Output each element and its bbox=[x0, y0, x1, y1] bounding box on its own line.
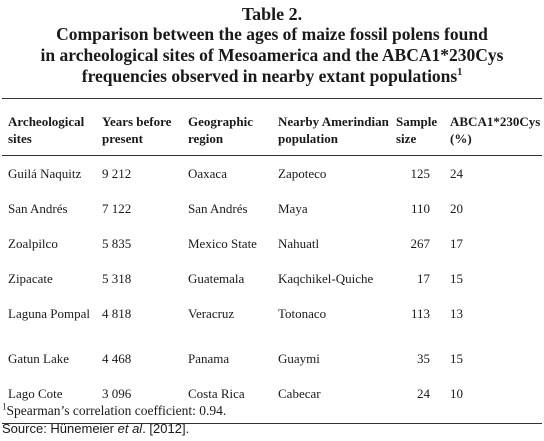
caption-footnote-marker: 1 bbox=[457, 67, 463, 79]
cell-frequency: 24 bbox=[450, 166, 463, 181]
cell-frequency: 20 bbox=[450, 201, 463, 216]
cell-frequency: 13 bbox=[450, 306, 463, 321]
table-row: Zoalpilco 5 835 Mexico State Nahuatl 267… bbox=[2, 230, 542, 265]
table-row: Laguna Pompal 4 818 Veracruz Totonaco 11… bbox=[2, 300, 542, 345]
cell-frequency: 10 bbox=[450, 386, 463, 401]
cell-years: 4 818 bbox=[102, 306, 132, 321]
table-row: Gatun Lake 4 468 Panama Guaymi 35 15 bbox=[2, 345, 542, 380]
cell-population: Totonaco bbox=[278, 306, 327, 321]
header-sample-size: Sample size bbox=[396, 114, 438, 146]
cell-years: 9 212 bbox=[102, 166, 132, 181]
cell-region: San Andrés bbox=[188, 201, 248, 216]
cell-population: Guaymi bbox=[278, 351, 320, 366]
cell-region: Guatemala bbox=[188, 271, 245, 286]
cell-region: Veracruz bbox=[188, 306, 235, 321]
cell-sample-size: 35 bbox=[417, 351, 430, 366]
table-label: Table 2. bbox=[241, 4, 303, 24]
table-caption-line-2: in archeological sites of Mesoamerica an… bbox=[40, 45, 504, 65]
cell-sample-size: 125 bbox=[410, 166, 431, 181]
source-suffix: . [2012]. bbox=[142, 421, 190, 436]
cell-years: 5 835 bbox=[102, 236, 132, 251]
cell-frequency: 15 bbox=[450, 271, 463, 286]
table-body: Guilá Naquitz 9 212 Oaxaca Zapoteco 125 … bbox=[2, 156, 542, 424]
footnote-marker: 1 bbox=[2, 401, 7, 412]
cell-sample-size: 110 bbox=[410, 201, 430, 216]
cell-population: Zapoteco bbox=[278, 166, 327, 181]
cell-site: Gatun Lake bbox=[8, 351, 70, 366]
source-prefix: Source: Hünemeier bbox=[2, 421, 118, 436]
table-caption-line-3: frequencies observed in nearby extant po… bbox=[0, 66, 544, 87]
source-line: Source: Hünemeier et al. [2012]. bbox=[2, 420, 226, 438]
cell-region: Costa Rica bbox=[188, 386, 245, 401]
cell-sample-size: 24 bbox=[417, 386, 430, 401]
footnote-text: Spearman’s correlation coefficient: 0.94… bbox=[6, 403, 227, 418]
cell-site: Zoalpilco bbox=[8, 236, 58, 251]
table-row: Lago Cote 3 096 Costa Rica Cabecar 24 10 bbox=[2, 380, 542, 424]
table-row: San Andrés 7 122 San Andrés Maya 110 20 bbox=[2, 195, 542, 230]
cell-frequency: 15 bbox=[450, 351, 463, 366]
table-header: Archeological sites Years before present… bbox=[2, 98, 542, 156]
cell-years: 5 318 bbox=[102, 271, 132, 286]
table-footnotes: 1Spearman’s correlation coefficient: 0.9… bbox=[2, 402, 226, 438]
cell-site: Zipacate bbox=[8, 271, 53, 286]
cell-region: Oaxaca bbox=[188, 166, 227, 181]
cell-years: 4 468 bbox=[102, 351, 132, 366]
header-nearby-population: Nearby Amerindian population bbox=[278, 114, 389, 146]
cell-sample-size: 267 bbox=[410, 236, 431, 251]
header-archeological-sites: Archeological sites bbox=[8, 114, 85, 146]
table-row: Zipacate 5 318 Guatemala Kaqchikel-Quich… bbox=[2, 265, 542, 300]
header-row: Archeological sites Years before present… bbox=[2, 98, 542, 156]
cell-sample-size: 113 bbox=[410, 306, 430, 321]
cell-region: Panama bbox=[188, 351, 230, 366]
table-caption-line-1: Comparison between the ages of maize fos… bbox=[56, 24, 488, 44]
cell-site: San Andrés bbox=[8, 201, 68, 216]
header-years-before-present: Years before present bbox=[102, 114, 172, 146]
table-row: Guilá Naquitz 9 212 Oaxaca Zapoteco 125 … bbox=[2, 156, 542, 196]
cell-population: Cabecar bbox=[278, 386, 321, 401]
cell-population: Nahuatl bbox=[278, 236, 320, 251]
data-table: Archeological sites Years before present… bbox=[2, 98, 542, 424]
cell-frequency: 17 bbox=[450, 236, 463, 251]
cell-site: Lago Cote bbox=[8, 386, 63, 401]
cell-sample-size: 17 bbox=[417, 271, 430, 286]
cell-region: Mexico State bbox=[188, 236, 257, 251]
cell-site: Laguna Pompal bbox=[8, 306, 90, 321]
header-geographic-region: Geographic region bbox=[188, 114, 253, 146]
header-abca1-frequency: ABCA1*230Cys (%) bbox=[450, 114, 541, 146]
cell-years: 3 096 bbox=[102, 386, 132, 401]
cell-years: 7 122 bbox=[102, 201, 132, 216]
footnote-correlation: 1Spearman’s correlation coefficient: 0.9… bbox=[2, 402, 226, 420]
caption-line-3-text: frequencies observed in nearby extant po… bbox=[81, 66, 458, 86]
cell-population: Maya bbox=[278, 201, 308, 216]
cell-population: Kaqchikel-Quiche bbox=[278, 271, 374, 286]
cell-site: Guilá Naquitz bbox=[8, 166, 82, 181]
table-title-block: Table 2. Comparison between the ages of … bbox=[0, 0, 544, 87]
source-et-al: et al bbox=[117, 421, 143, 436]
